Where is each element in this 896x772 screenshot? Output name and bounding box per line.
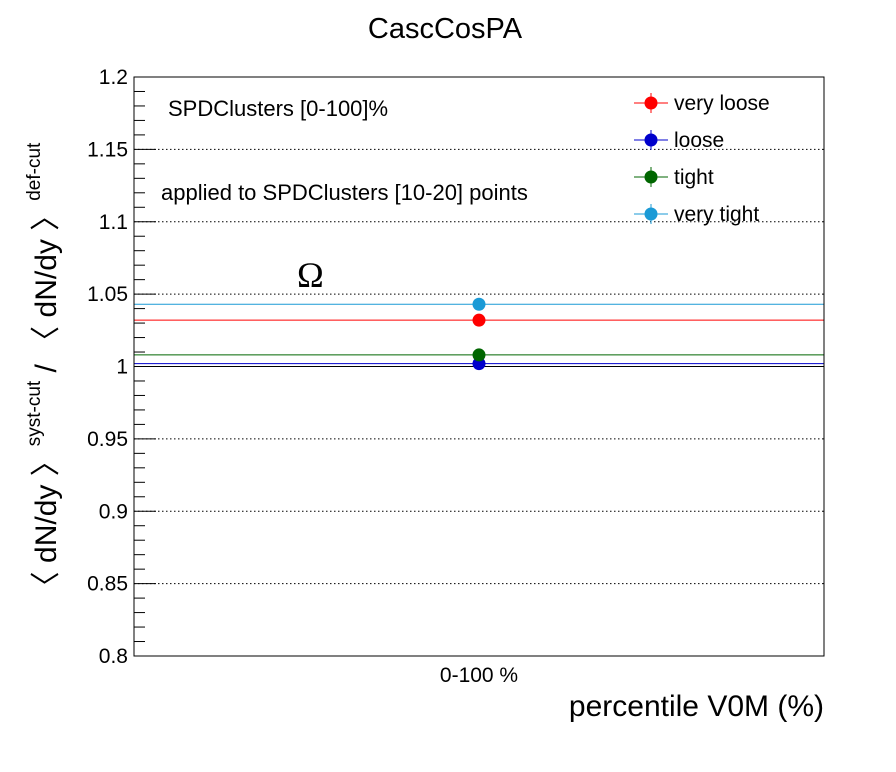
y-tick-label: 1: [116, 356, 128, 379]
y-tick-label: 0.9: [99, 500, 128, 523]
annotation-applied: applied to SPDClusters [10-20] points: [161, 180, 528, 205]
annotation-centrality: SPDClusters [0-100]%: [168, 96, 388, 121]
y-axis-label: 〈 dN/dy 〉syst-cut / 〈 dN/dy 〉def-cut: [24, 142, 63, 601]
legend: very loose loose tight very tight: [634, 92, 770, 226]
legend-marker-very-tight: [644, 207, 658, 221]
legend-label-very-loose: very loose: [674, 92, 770, 115]
annotation-particle: Ω: [297, 255, 324, 295]
y-axis-label-num: 〈 dN/dy 〉: [30, 446, 63, 601]
y-tick-label: 0.8: [99, 645, 128, 668]
data-point-tight: [472, 348, 486, 362]
data-point-very-loose: [472, 313, 486, 327]
y-tick-label: 1.2: [99, 66, 128, 89]
y-axis-label-den-sup: def-cut: [24, 142, 45, 201]
legend-marker-tight: [644, 170, 658, 184]
legend-marker-very-loose: [644, 96, 658, 110]
y-axis-label-sep: /: [30, 356, 63, 381]
data-point-very-tight: [472, 297, 486, 311]
y-axis-label-num-sup: syst-cut: [24, 380, 45, 446]
x-axis: 0-100 %: [440, 664, 518, 687]
legend-marker-loose: [644, 133, 658, 147]
y-tick-label: 1.05: [87, 283, 128, 306]
y-tick-label: 0.85: [87, 573, 128, 596]
y-tick-label: 0.95: [87, 428, 128, 451]
y-tick-label: 1.15: [87, 138, 128, 161]
y-tick-label: 1.1: [99, 211, 128, 234]
data-points: [472, 297, 486, 371]
chart-title: CascCosPA: [368, 13, 523, 45]
x-axis-label: percentile V0M (%): [569, 690, 824, 723]
legend-label-very-tight: very tight: [674, 203, 759, 226]
legend-label-loose: loose: [674, 129, 724, 152]
y-axis: 0.8 0.85 0.9 0.95 1 1.05 1.1 1.15 1.2: [87, 66, 156, 668]
y-axis-label-den: 〈 dN/dy 〉: [30, 201, 63, 356]
legend-label-tight: tight: [674, 166, 714, 189]
x-tick-label: 0-100 %: [440, 664, 518, 687]
